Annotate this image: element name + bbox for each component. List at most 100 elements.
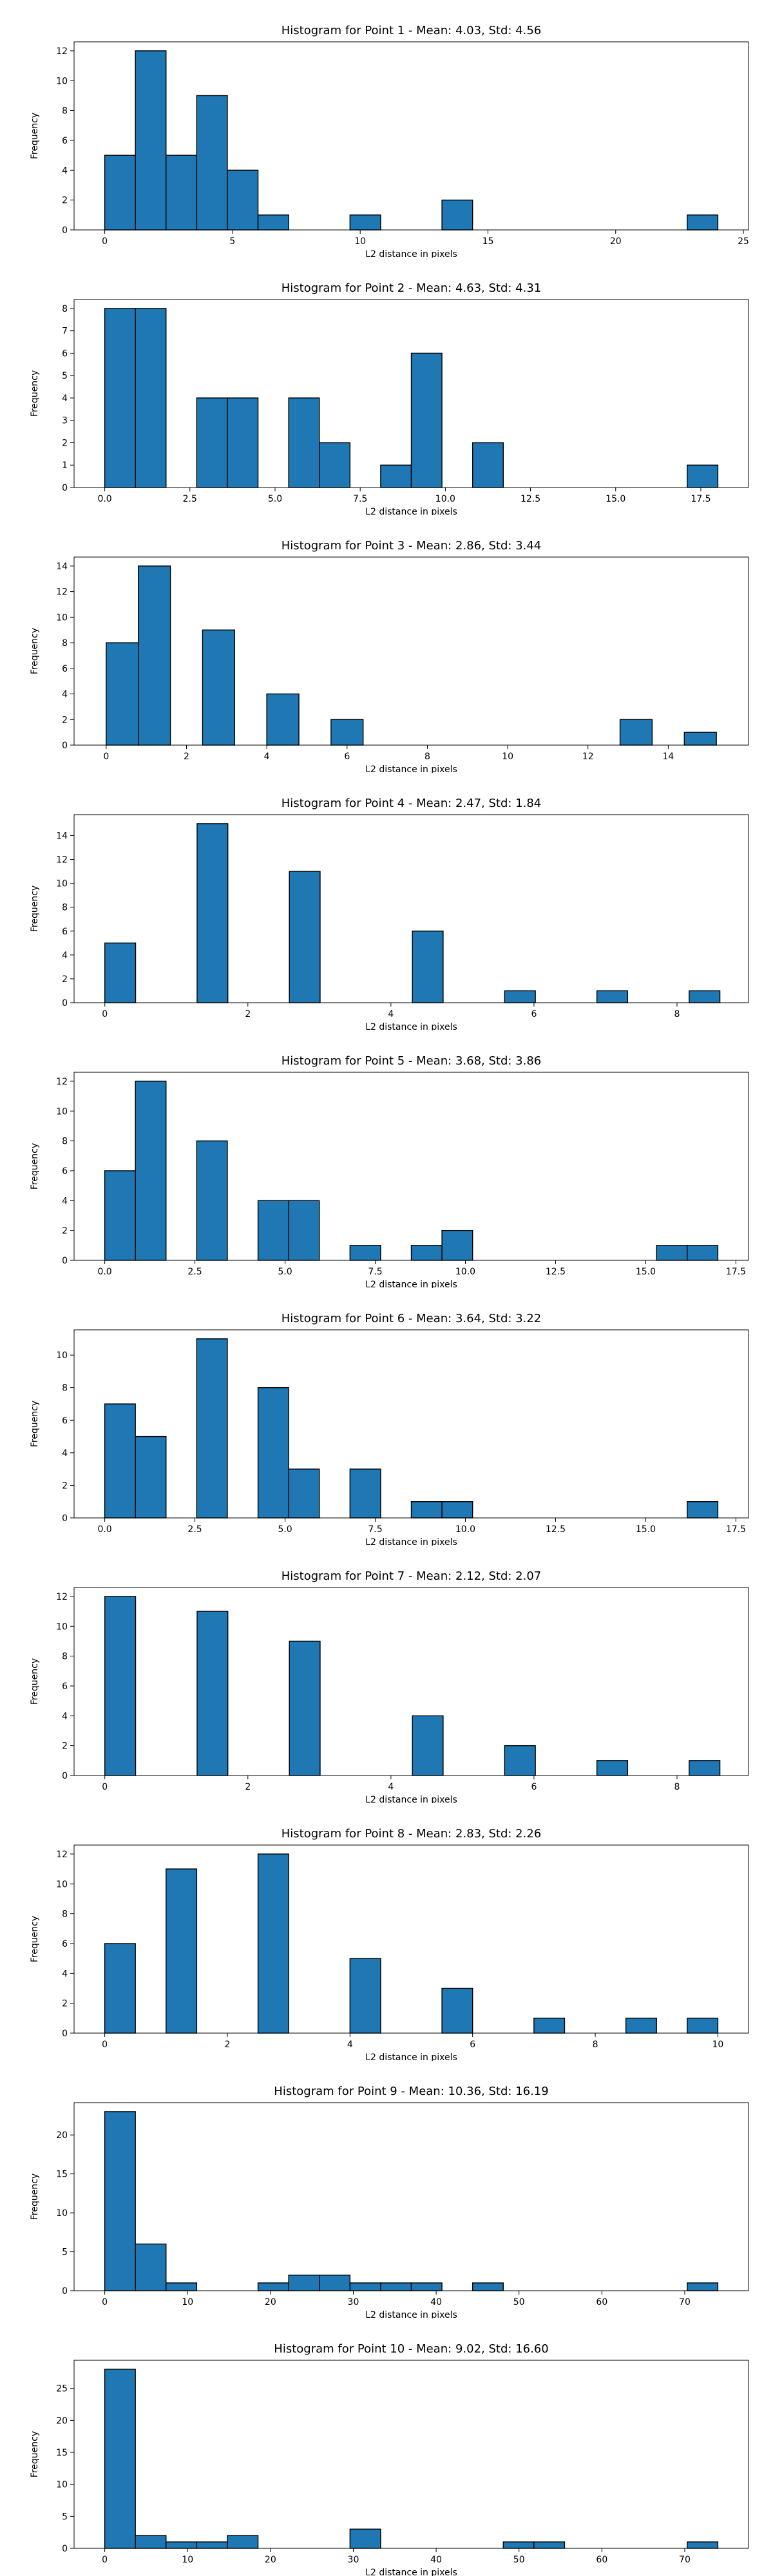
histogram-bar [441, 1229, 473, 1261]
y-tick-label: 10 [56, 1106, 68, 1117]
histogram-bar [349, 2282, 381, 2291]
histogram-bar [349, 2528, 381, 2549]
chart-title: Histogram for Point 10 - Mean: 9.02, Std… [274, 2342, 548, 2356]
histogram-bar [106, 642, 139, 746]
x-tick-label: 8 [593, 2040, 598, 2050]
x-tick-label: 10 [182, 2297, 193, 2307]
histogram-bar [202, 629, 235, 746]
histogram-bar [349, 1468, 381, 1519]
histogram-bar [135, 2243, 167, 2291]
axes-frame [73, 1072, 749, 1261]
y-tick-label: 10 [56, 2480, 68, 2490]
histogram-bar [288, 1200, 320, 1261]
x-tick-label: 2 [224, 2040, 230, 2050]
histogram-svg: Histogram for Point 6 - Mean: 3.64, Std:… [30, 1312, 749, 1546]
histogram-bar [135, 308, 167, 488]
y-tick-label: 4 [62, 1448, 68, 1459]
histogram-bar [196, 95, 228, 231]
histogram-bar [166, 2541, 198, 2549]
histogram-bar [410, 1501, 443, 1519]
y-tick-label: 10 [56, 1622, 68, 1632]
histogram-bar [441, 1501, 473, 1519]
y-tick-label: 4 [62, 1969, 68, 1979]
axes-frame [73, 1329, 749, 1519]
x-tick-label: 5.0 [268, 494, 282, 504]
chart-title: Histogram for Point 7 - Mean: 2.12, Std:… [282, 1569, 542, 1583]
histogram-bar [502, 2541, 535, 2549]
histogram-svg: Histogram for Point 10 - Mean: 9.02, Std… [30, 2342, 749, 2576]
x-tick-label: 0 [102, 1009, 108, 1019]
histogram-bar [104, 308, 136, 488]
histogram-bar [138, 565, 171, 746]
histogram-panel-9: Histogram for Point 9 - Mean: 10.36, Std… [0, 2061, 773, 2318]
x-tick-label: 0.0 [97, 1267, 111, 1277]
y-tick-label: 6 [62, 927, 68, 937]
histogram-bar [257, 1387, 289, 1519]
y-tick-label: 12 [56, 1850, 68, 1860]
histogram-bar [349, 1245, 381, 1261]
y-tick-label: 0 [62, 2544, 68, 2554]
x-tick-label: 6 [531, 1009, 537, 1019]
y-tick-label: 8 [62, 638, 68, 649]
histogram-bar [410, 1245, 443, 1261]
histogram-bar [412, 1715, 444, 1776]
x-tick-label: 2.5 [187, 1267, 202, 1277]
axes-frame [73, 556, 749, 746]
axes-frame [73, 2102, 749, 2291]
y-tick-label: 10 [56, 2208, 68, 2219]
y-tick-label: 2 [62, 1481, 68, 1491]
x-tick-label: 10.0 [435, 494, 455, 504]
histogram-panel-7: Histogram for Point 7 - Mean: 2.12, Std:… [0, 1546, 773, 1803]
x-tick-label: 2.5 [183, 494, 197, 504]
y-tick-label: 6 [62, 1939, 68, 1949]
histogram-bar [135, 1435, 167, 1519]
y-tick-label: 14 [56, 562, 68, 572]
histogram-bar [380, 2282, 412, 2291]
histogram-bar [104, 1596, 137, 1776]
histogram-bar [104, 942, 137, 1003]
chart-title: Histogram for Point 4 - Mean: 2.47, Std:… [282, 797, 542, 810]
y-tick-label: 12 [56, 1077, 68, 1087]
x-tick-label: 10.0 [455, 1267, 475, 1277]
x-axis-label: L2 distance in pixels [365, 1537, 457, 1546]
chart-title: Histogram for Point 1 - Mean: 4.03, Std:… [282, 24, 542, 37]
chart-title: Histogram for Point 5 - Mean: 3.68, Std:… [282, 1054, 542, 1068]
y-tick-label: 0 [62, 1771, 68, 1781]
axes-frame [73, 814, 749, 1003]
y-tick-label: 2 [62, 438, 68, 448]
x-tick-label: 20 [610, 236, 622, 247]
y-tick-label: 0 [62, 225, 68, 236]
y-tick-label: 12 [56, 1592, 68, 1602]
histogram-svg: Histogram for Point 2 - Mean: 4.63, Std:… [30, 281, 749, 515]
x-tick-label: 25 [738, 236, 749, 247]
x-tick-label: 12.5 [520, 494, 540, 504]
y-axis-label: Frequency [30, 1143, 40, 1189]
x-tick-label: 7.5 [353, 494, 367, 504]
y-tick-label: 6 [62, 1416, 68, 1426]
histogram-bar [504, 1745, 536, 1776]
histogram-bar [504, 990, 536, 1003]
y-tick-label: 2 [62, 196, 68, 206]
histogram-bar [656, 1245, 688, 1261]
histogram-bar [410, 2282, 443, 2291]
y-tick-label: 0 [62, 483, 68, 493]
y-tick-label: 4 [62, 393, 68, 404]
histogram-panel-2: Histogram for Point 2 - Mean: 4.63, Std:… [0, 258, 773, 515]
histogram-bar [104, 155, 136, 231]
axes-frame [73, 1844, 749, 2034]
histogram-bar [289, 1640, 321, 1776]
x-tick-label: 10 [502, 752, 513, 762]
chart-title: Histogram for Point 6 - Mean: 3.64, Std:… [282, 1312, 542, 1325]
histogram-bar [687, 1245, 719, 1261]
y-tick-label: 2 [62, 1999, 68, 2009]
histogram-bar [196, 397, 228, 488]
x-axis-label: L2 distance in pixels [365, 1795, 457, 1803]
axes-frame [73, 2360, 749, 2549]
x-tick-label: 7.5 [368, 1524, 382, 1535]
x-tick-label: 15.0 [636, 1267, 656, 1277]
y-tick-label: 20 [56, 2130, 68, 2141]
y-tick-label: 0 [62, 1513, 68, 1524]
histogram-bar [330, 719, 364, 746]
histogram-bar [410, 352, 443, 488]
x-tick-label: 40 [430, 2297, 442, 2307]
